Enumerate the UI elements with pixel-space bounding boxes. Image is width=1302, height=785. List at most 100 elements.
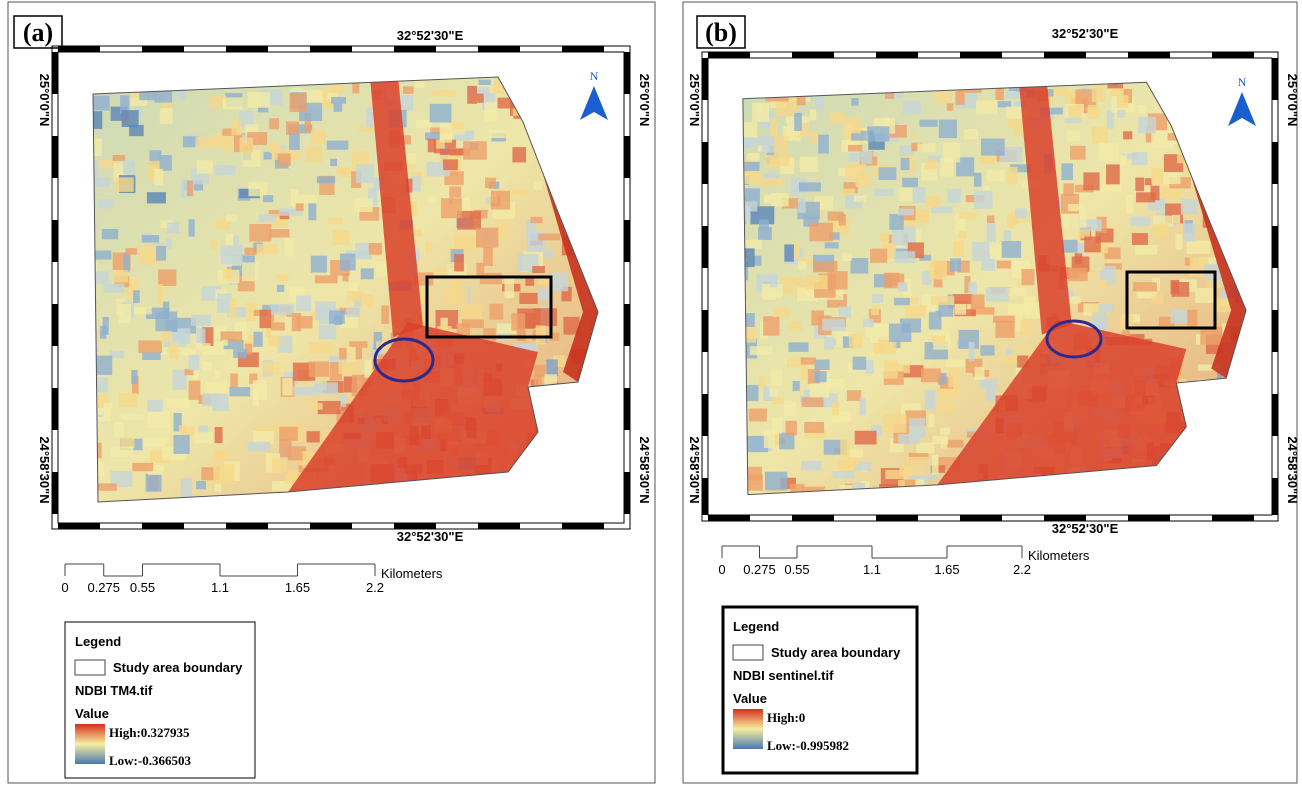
raster-cell <box>113 270 128 282</box>
raster-cell <box>860 397 866 415</box>
raster-cell <box>595 502 602 512</box>
bottom-coordinate: 32°52'30"E <box>397 529 464 544</box>
raster-cell <box>58 486 68 502</box>
raster-cell <box>338 361 357 374</box>
raster-cell <box>594 503 617 522</box>
raster-cell <box>620 111 637 128</box>
raster-cell <box>441 198 462 218</box>
raster-cell <box>913 187 926 203</box>
raster-cell <box>87 330 101 342</box>
raster-cell <box>289 134 300 150</box>
raster-cell <box>1083 172 1099 190</box>
raster-cell <box>759 219 769 231</box>
raster-cell <box>387 500 394 516</box>
raster-cell <box>513 106 534 116</box>
raster-cell <box>1123 131 1132 139</box>
figure: (a)32°52'30"E32°52'30"E25°0'0"N24°58'30"… <box>0 0 1302 785</box>
raster-cell <box>258 214 276 222</box>
raster-cell <box>917 144 935 153</box>
raster-cell <box>997 261 1011 269</box>
raster-cell <box>1163 173 1181 185</box>
raster-cell <box>1247 232 1255 240</box>
raster-cell <box>708 444 725 463</box>
raster-cell <box>98 199 112 208</box>
raster-cell <box>215 165 236 175</box>
raster-cell <box>564 108 570 127</box>
raster-cell <box>605 443 625 462</box>
raster-cell <box>560 144 568 152</box>
raster-cell <box>538 289 551 301</box>
raster-cell <box>932 336 946 344</box>
raster-cell <box>1243 440 1251 452</box>
raster-cell <box>720 354 738 365</box>
raster-cell <box>1255 195 1268 209</box>
raster-cell <box>404 55 424 69</box>
raster-cell <box>82 142 92 154</box>
left-coordinate: 25°0'0"N <box>37 74 52 127</box>
raster-cell <box>257 244 278 254</box>
frame-tick <box>562 46 604 52</box>
raster-cell <box>562 396 577 403</box>
raster-cell <box>1247 188 1261 204</box>
raster-cell <box>278 154 291 166</box>
raster-cell <box>196 343 211 349</box>
raster-cell <box>1113 474 1132 484</box>
raster-cell <box>85 272 108 284</box>
frame-tick <box>1128 52 1170 58</box>
raster-cell <box>415 68 425 87</box>
raster-cell <box>801 461 821 471</box>
raster-cell <box>624 520 638 534</box>
frame-tick <box>702 142 708 184</box>
raster-cell <box>1187 241 1211 254</box>
raster-cell <box>242 262 258 281</box>
raster-cell <box>733 248 755 267</box>
frame-tick <box>708 52 750 58</box>
raster-cell <box>248 92 270 108</box>
raster-cell <box>476 228 498 248</box>
raster-cell <box>714 159 734 177</box>
raster-cell <box>147 400 162 412</box>
scale-label: 1.65 <box>934 562 959 577</box>
raster-cell <box>215 427 223 443</box>
raster-cell <box>450 477 462 497</box>
raster-cell <box>1202 181 1214 191</box>
raster-cell <box>505 278 514 298</box>
scale-label: 2.2 <box>366 580 384 595</box>
raster-cell <box>122 110 139 127</box>
raster-cell <box>1197 100 1207 118</box>
raster-cell <box>334 103 343 111</box>
raster-cell <box>1076 480 1088 490</box>
raster-cell <box>567 172 584 184</box>
raster-cell <box>1045 498 1059 511</box>
raster-cell <box>980 345 994 355</box>
frame-tick <box>960 515 1002 521</box>
raster-cell <box>493 68 502 77</box>
raster-cell <box>1132 152 1148 165</box>
raster-cell <box>1247 138 1265 153</box>
raster-cell <box>1007 167 1018 184</box>
raster-cell <box>112 519 128 525</box>
raster-cell <box>142 353 160 360</box>
raster-cell <box>594 374 613 385</box>
raster-cell <box>1081 502 1094 510</box>
raster-cell <box>1130 216 1150 226</box>
raster-cell <box>950 258 961 271</box>
raster-cell <box>810 109 817 120</box>
raster-cell <box>229 299 236 319</box>
legend-title: Legend <box>75 634 121 649</box>
raster-cell <box>1004 230 1011 240</box>
raster-cell <box>854 495 863 514</box>
raster-cell <box>273 65 285 79</box>
raster-cell <box>849 334 863 348</box>
scale-label: 1.1 <box>863 562 881 577</box>
raster-cell <box>194 432 213 443</box>
raster-cell <box>959 212 976 219</box>
raster-cell <box>771 193 789 206</box>
frame-tick <box>478 523 520 529</box>
raster-cell <box>74 120 83 132</box>
raster-cell <box>984 486 1005 493</box>
raster-cell <box>788 342 808 352</box>
raster-cell <box>843 117 860 133</box>
raster-cell <box>1193 495 1210 508</box>
raster-cell <box>132 463 153 471</box>
